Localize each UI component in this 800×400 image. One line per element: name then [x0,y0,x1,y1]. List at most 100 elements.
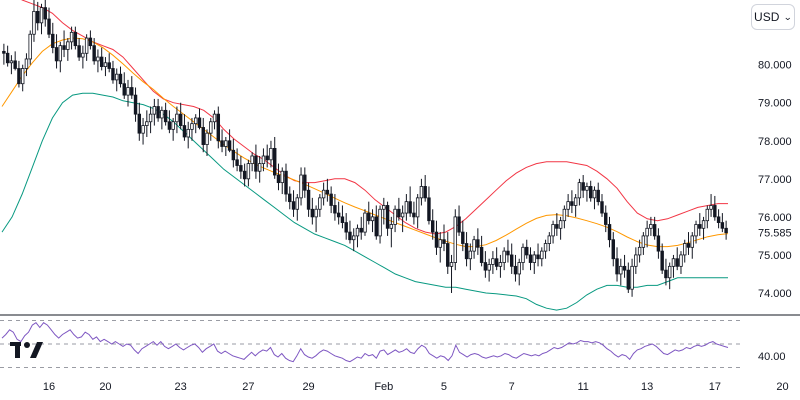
candle [660,243,664,274]
candle-body-up [566,201,570,210]
candle [573,194,578,217]
candle-body-up [683,243,687,256]
candle [205,129,209,156]
candle [118,66,123,88]
candle-body-up [351,235,356,241]
time-tick-label: Feb [374,381,393,393]
candle-body-down [344,222,348,233]
candle [476,228,480,255]
candle-body-down [88,37,93,47]
candle-body-down [434,231,439,248]
candle [291,190,296,217]
candle-body-down [698,224,702,229]
candle-body-down [77,45,81,58]
price-axis[interactable]: 80.000 79.000 78.000 77.000 76.000 75.000 74.0… [754,60,794,300]
candle [547,232,552,252]
candle-body-down [73,31,78,47]
candle-body-up [257,163,262,172]
candle [468,243,473,271]
last-price-badge [754,224,794,241]
candle [438,232,442,263]
candle [619,258,623,286]
candle [288,186,292,210]
candle-body-up [363,212,367,233]
candle [713,195,717,221]
candle [5,45,10,67]
candle [152,98,157,126]
time-tick-label: 11 [577,381,588,393]
candle-body-up [152,106,157,115]
candle [13,51,17,71]
candle-body-down [367,212,371,222]
candle-body-up [573,197,578,206]
rsi-level-lines [0,319,740,369]
candle-body-down [611,239,615,260]
candle [99,47,104,71]
candle [171,117,175,141]
candle [449,254,454,293]
candle [543,239,548,259]
candle-body-down [513,265,518,275]
candle [43,0,47,27]
candle [355,224,360,248]
candle-body-up [32,11,36,35]
candle [528,247,533,271]
candle-body-down [457,216,461,233]
lower-band-line [1,92,728,311]
candle-body-down [163,109,168,123]
candle-body-down [231,149,236,161]
candle [566,194,570,217]
candle-body-up [299,174,303,199]
candle [321,182,326,206]
candle-body-up [84,37,89,54]
candle-body-up [246,163,251,180]
candle-body-up [321,189,326,199]
candle-body-down [412,212,416,218]
candle [284,163,288,202]
candle [427,186,431,225]
candle [47,7,51,39]
candle [273,136,277,179]
candle [517,258,521,286]
candle-body-up [701,220,706,229]
candle-body-up [393,208,397,225]
candle [115,68,119,92]
candle [604,205,608,233]
candle [415,194,420,229]
candle-body-down [201,127,205,145]
candle [389,216,394,248]
candle [261,148,266,172]
candle [325,178,330,202]
currency-selector[interactable]: USD ⌄ [751,4,795,30]
candle [570,190,574,214]
time-axis[interactable]: 16 20 23 27 29 Feb 5 7 11 13 17 20 [43,381,789,393]
candle-body-down [17,68,21,85]
upper-band-line [21,0,728,235]
candle-body-up [577,182,582,199]
candle-body-up [269,147,273,161]
candle-body-down [461,231,465,244]
candle [491,251,495,274]
price-pane[interactable] [1,0,729,311]
candle-body-up [103,62,108,67]
candle-body-down [675,258,679,267]
candle [137,102,142,141]
candle [555,213,559,236]
candle-body-down [47,18,51,35]
rsi-pane[interactable] [0,319,740,369]
candle [212,110,217,130]
candle-body-up [39,7,44,24]
candle [600,194,604,217]
candle-body-down [239,165,243,172]
candle-body-down [182,125,187,138]
candle-body-down [686,243,691,248]
candle [585,182,589,202]
candle-body-down [276,174,281,184]
candle [540,247,544,267]
candle-body-up [502,250,506,263]
candle [167,110,172,134]
candle [404,194,409,221]
candle-body-up [295,197,300,210]
candle [630,258,634,297]
